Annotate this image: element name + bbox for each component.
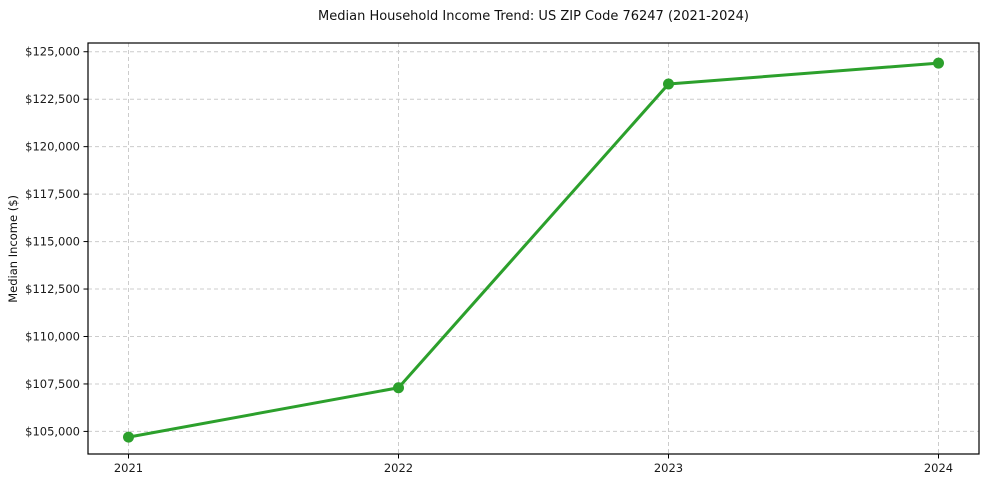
data-point <box>663 78 674 90</box>
y-tick-label: $105,000 <box>25 424 80 438</box>
x-tick-label: 2023 <box>654 461 683 475</box>
data-point <box>123 431 134 443</box>
y-tick-label: $112,500 <box>25 282 80 296</box>
data-line <box>127 61 940 439</box>
y-tick-label: $125,000 <box>25 45 80 59</box>
data-point <box>393 382 404 394</box>
data-point <box>933 57 944 69</box>
y-tick-label: $120,000 <box>25 140 80 154</box>
y-tick-label: $107,500 <box>25 377 80 391</box>
x-tick-label: 2021 <box>114 461 143 475</box>
y-tick-label: $115,000 <box>25 235 80 249</box>
x-tick-label: 2022 <box>384 461 413 475</box>
plot-border <box>87 42 980 455</box>
y-tick-label: $122,500 <box>25 92 80 106</box>
y-tick-label: $110,000 <box>25 329 80 343</box>
x-tick-label: 2024 <box>924 461 953 475</box>
chart-title: Median Household Income Trend: US ZIP Co… <box>318 9 749 24</box>
y-tick-label: $117,500 <box>25 187 80 201</box>
